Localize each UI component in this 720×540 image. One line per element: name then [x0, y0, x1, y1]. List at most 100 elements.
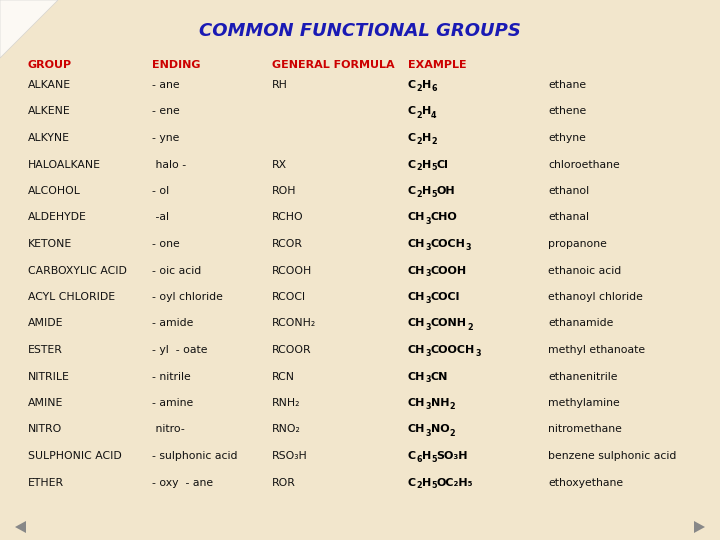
Text: - amide: - amide — [152, 319, 194, 328]
Text: 2: 2 — [467, 322, 472, 332]
Text: RCOR: RCOR — [272, 239, 303, 249]
Text: C: C — [408, 451, 416, 461]
Text: 5: 5 — [431, 164, 436, 172]
Text: 6: 6 — [416, 455, 422, 464]
Text: RCN: RCN — [272, 372, 295, 381]
Text: - oyl chloride: - oyl chloride — [152, 292, 223, 302]
Text: CN: CN — [431, 372, 449, 381]
Text: ethanamide: ethanamide — [548, 319, 613, 328]
Text: 5: 5 — [431, 190, 436, 199]
Text: - ene: - ene — [152, 106, 180, 117]
Text: CARBOXYLIC ACID: CARBOXYLIC ACID — [28, 266, 127, 275]
Text: ACYL CHLORIDE: ACYL CHLORIDE — [28, 292, 115, 302]
Text: -al: -al — [152, 213, 169, 222]
Polygon shape — [694, 521, 705, 533]
Text: H: H — [422, 451, 431, 461]
Text: CH: CH — [408, 398, 426, 408]
Text: ethane: ethane — [548, 80, 586, 90]
Text: RCHO: RCHO — [272, 213, 304, 222]
Text: ethanoic acid: ethanoic acid — [548, 266, 621, 275]
Text: EXAMPLE: EXAMPLE — [408, 60, 467, 70]
Text: RNO₂: RNO₂ — [272, 424, 301, 435]
Text: ethanenitrile: ethanenitrile — [548, 372, 618, 381]
Text: methyl ethanoate: methyl ethanoate — [548, 345, 645, 355]
Text: - ol: - ol — [152, 186, 169, 196]
Text: CH: CH — [408, 319, 426, 328]
Text: 3: 3 — [426, 402, 431, 411]
Text: ALKENE: ALKENE — [28, 106, 71, 117]
Text: OC₂H₅: OC₂H₅ — [436, 477, 473, 488]
Text: 4: 4 — [431, 111, 436, 119]
Text: - one: - one — [152, 239, 180, 249]
Text: 3: 3 — [426, 349, 431, 358]
Text: - amine: - amine — [152, 398, 193, 408]
Text: H: H — [422, 186, 431, 196]
Text: ALKYNE: ALKYNE — [28, 133, 70, 143]
Text: AMINE: AMINE — [28, 398, 63, 408]
Text: 3: 3 — [426, 269, 431, 279]
Text: - nitrile: - nitrile — [152, 372, 191, 381]
Text: ALDEHYDE: ALDEHYDE — [28, 213, 87, 222]
Polygon shape — [0, 0, 58, 58]
Text: 5: 5 — [431, 482, 436, 490]
Text: benzene sulphonic acid: benzene sulphonic acid — [548, 451, 676, 461]
Text: CH: CH — [408, 345, 426, 355]
Text: ROH: ROH — [272, 186, 297, 196]
Text: ethyne: ethyne — [548, 133, 586, 143]
Text: NITRO: NITRO — [28, 424, 62, 435]
Text: 5: 5 — [431, 455, 436, 464]
Text: 3: 3 — [426, 243, 431, 252]
Text: RNH₂: RNH₂ — [272, 398, 300, 408]
Text: H: H — [422, 80, 431, 90]
Text: RH: RH — [272, 80, 288, 90]
Text: - yl  - oate: - yl - oate — [152, 345, 207, 355]
Text: 3: 3 — [475, 349, 481, 358]
Text: HALOALKANE: HALOALKANE — [28, 159, 101, 170]
Text: H: H — [422, 133, 431, 143]
Text: C: C — [408, 186, 416, 196]
Text: ALKANE: ALKANE — [28, 80, 71, 90]
Text: 2: 2 — [416, 164, 422, 172]
Text: RCOOH: RCOOH — [272, 266, 312, 275]
Text: NH: NH — [431, 398, 449, 408]
Text: CH: CH — [408, 424, 426, 435]
Text: H: H — [422, 477, 431, 488]
Text: RX: RX — [272, 159, 287, 170]
Text: GROUP: GROUP — [28, 60, 72, 70]
Text: - ane: - ane — [152, 80, 179, 90]
Text: CHO: CHO — [431, 213, 458, 222]
Text: 3: 3 — [426, 217, 431, 226]
Text: 2: 2 — [416, 137, 422, 146]
Text: methylamine: methylamine — [548, 398, 620, 408]
Text: 3: 3 — [426, 296, 431, 305]
Text: 2: 2 — [416, 482, 422, 490]
Text: CH: CH — [408, 266, 426, 275]
Text: ALCOHOL: ALCOHOL — [28, 186, 81, 196]
Text: ethene: ethene — [548, 106, 586, 117]
Text: OH: OH — [436, 186, 455, 196]
Text: NITRILE: NITRILE — [28, 372, 70, 381]
Text: ROR: ROR — [272, 477, 296, 488]
Text: 2: 2 — [449, 402, 455, 411]
Text: COOCH: COOCH — [431, 345, 475, 355]
Text: COCl: COCl — [431, 292, 460, 302]
Text: C: C — [408, 133, 416, 143]
Text: KETONE: KETONE — [28, 239, 72, 249]
Text: ethoxyethane: ethoxyethane — [548, 477, 623, 488]
Text: ETHER: ETHER — [28, 477, 64, 488]
Text: chloroethane: chloroethane — [548, 159, 620, 170]
Text: 2: 2 — [416, 84, 422, 93]
Polygon shape — [15, 521, 26, 533]
Text: C: C — [408, 477, 416, 488]
Text: propanone: propanone — [548, 239, 607, 249]
Text: ethanal: ethanal — [548, 213, 589, 222]
Text: NO: NO — [431, 424, 449, 435]
Text: - yne: - yne — [152, 133, 179, 143]
Text: 3: 3 — [466, 243, 472, 252]
Text: H: H — [422, 159, 431, 170]
Text: 6: 6 — [431, 84, 436, 93]
Text: ethanol: ethanol — [548, 186, 589, 196]
Text: RCOOR: RCOOR — [272, 345, 312, 355]
Text: CH: CH — [408, 213, 426, 222]
Text: 3: 3 — [426, 375, 431, 384]
